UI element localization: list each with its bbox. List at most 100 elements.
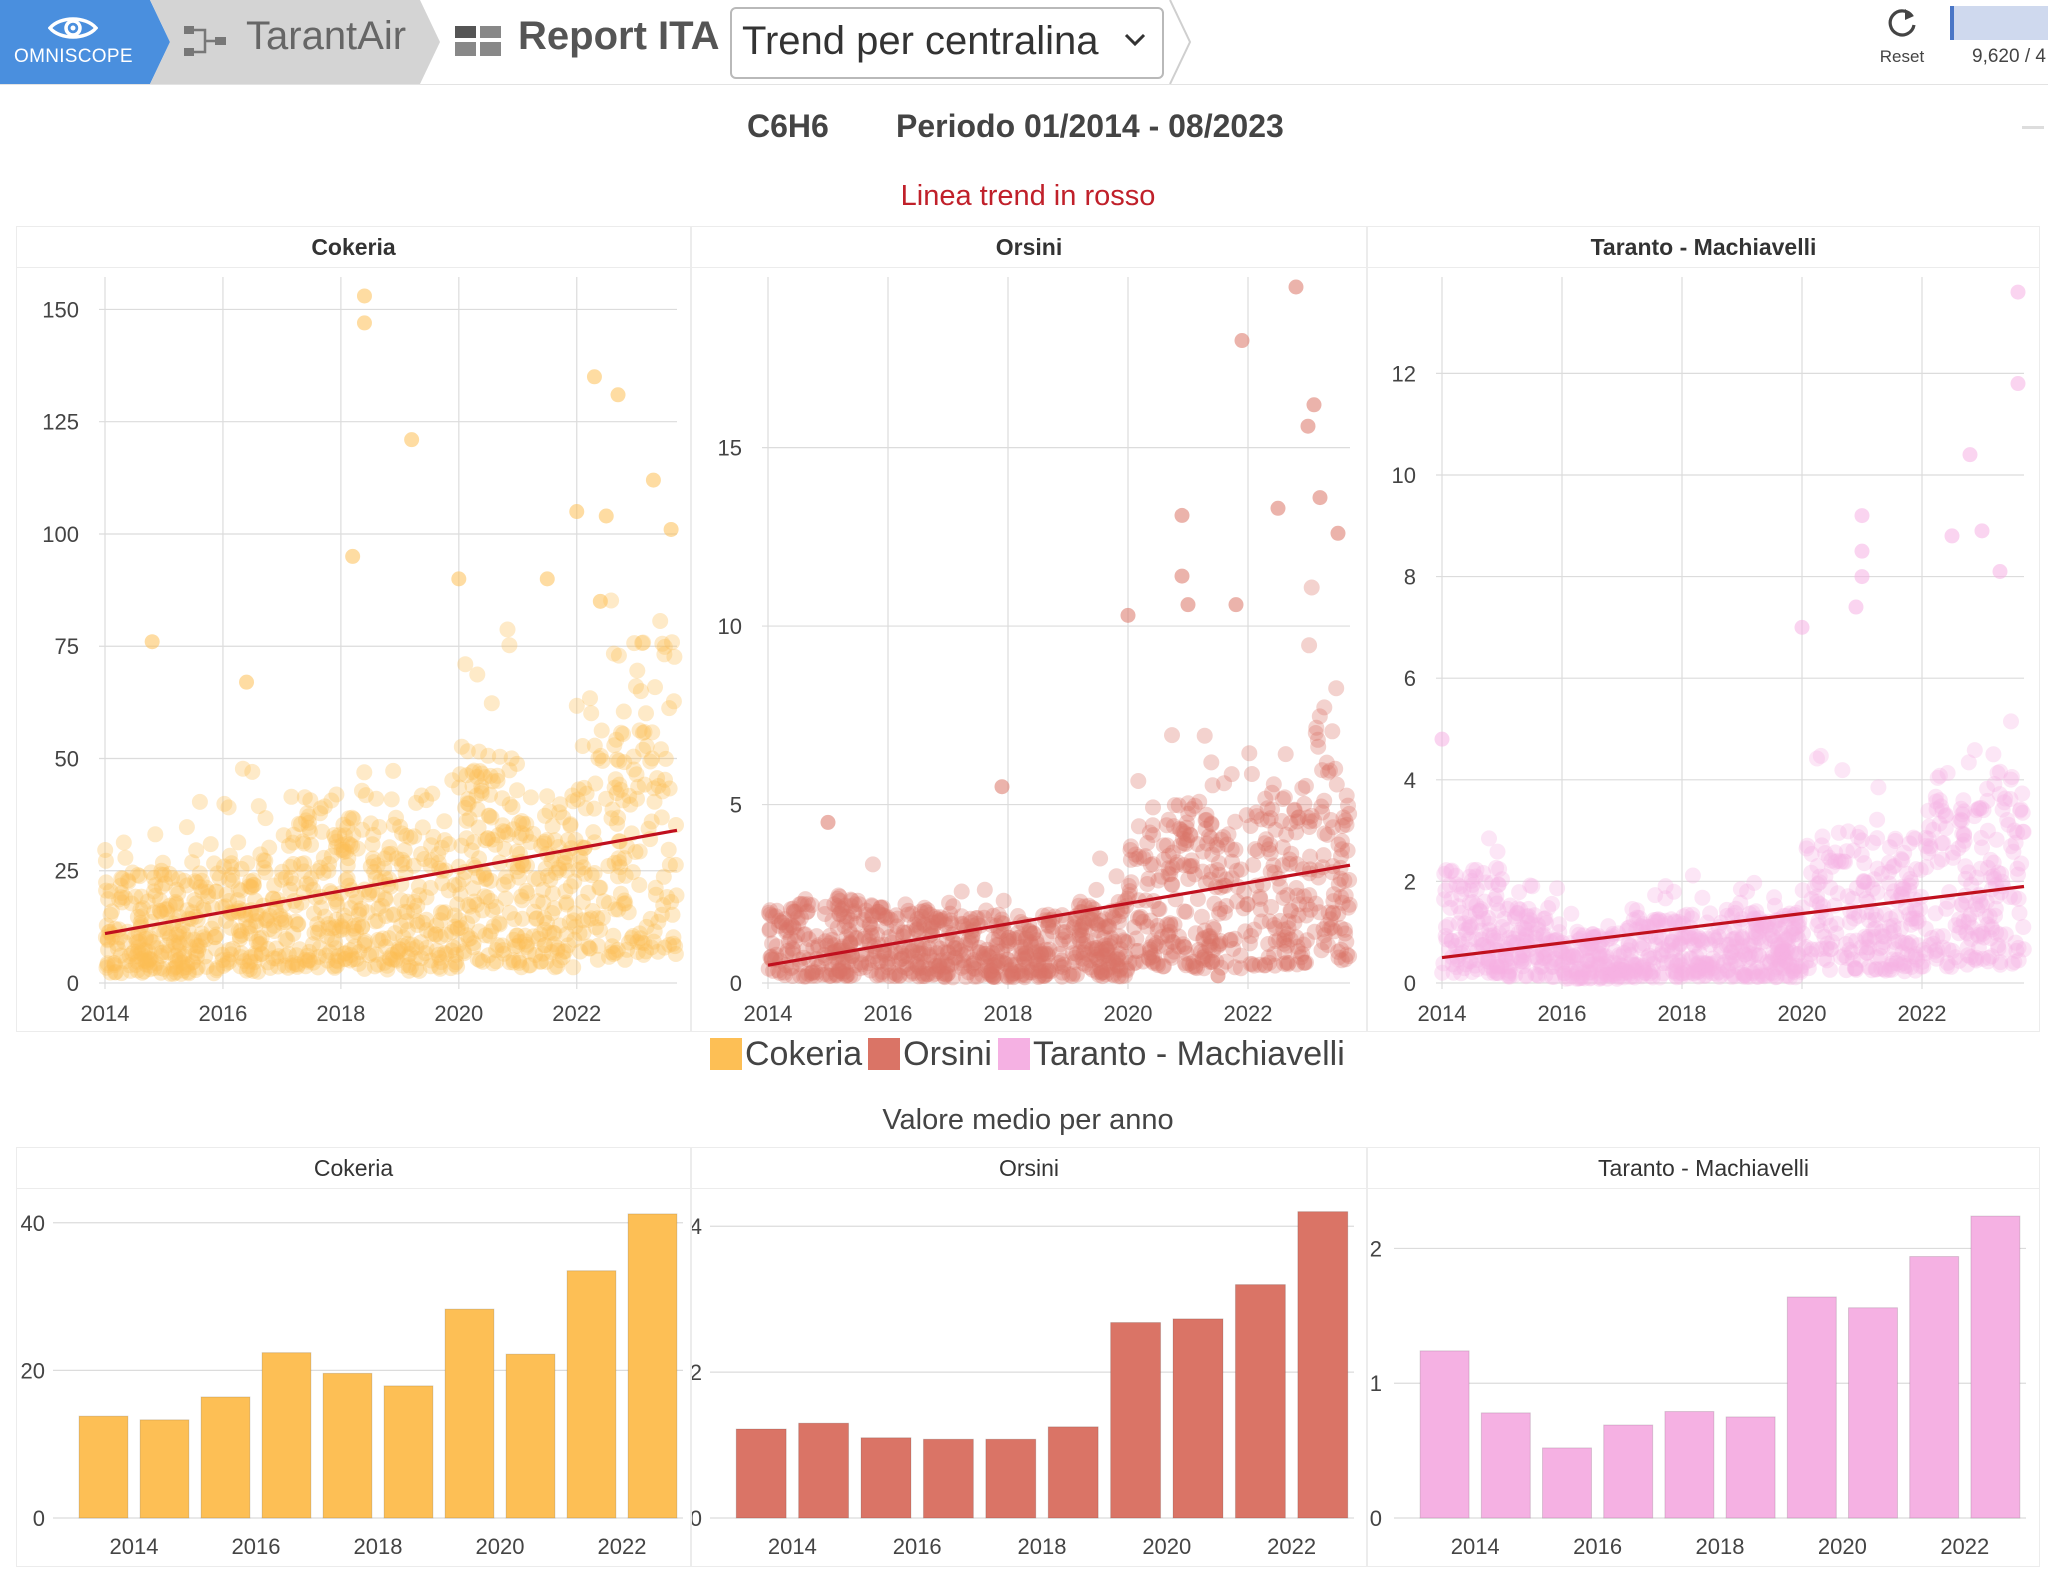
scatter-point <box>541 924 558 941</box>
scatter-point <box>239 919 256 936</box>
scatter-point <box>977 962 994 979</box>
scatter-point <box>1920 844 1937 861</box>
scatter-point <box>1968 949 1985 966</box>
x-tick-label: 2018 <box>1018 1534 1067 1559</box>
scatter-point <box>191 938 208 955</box>
scatter-point <box>127 957 144 973</box>
scatter-point <box>1741 960 1758 977</box>
scatter-point <box>1959 939 1976 956</box>
scatter-point <box>113 889 130 906</box>
scatter-point <box>1109 956 1125 973</box>
scatter-point <box>1259 800 1276 817</box>
scatter-point <box>367 913 384 930</box>
scatter-point <box>919 902 936 918</box>
scatter-point <box>533 838 550 855</box>
minimize-handle[interactable] <box>2022 126 2044 129</box>
scatter-point <box>1737 967 1754 984</box>
scatter-point <box>392 818 409 835</box>
scatter-point <box>1956 826 1973 843</box>
scatter-point <box>615 895 632 912</box>
scatter-point <box>1896 958 1913 975</box>
scatter-point <box>1535 949 1552 966</box>
scatter-point <box>128 933 145 950</box>
scatter-point <box>1015 956 1032 973</box>
scatter-point <box>360 886 377 903</box>
scatter-point <box>1145 856 1162 873</box>
scatter-point <box>1787 969 1804 986</box>
scatter-point <box>1031 963 1047 979</box>
scatter-point <box>952 942 969 959</box>
scatter-point <box>458 830 475 847</box>
scatter-point <box>1321 920 1338 937</box>
legend-item-machiavelli[interactable]: Taranto - Machiavelli <box>997 1035 1345 1074</box>
legend-item-orsini[interactable]: Orsini <box>868 1035 992 1074</box>
scatter-point <box>1622 968 1639 985</box>
scatter-point <box>1028 932 1045 949</box>
scatter-point <box>1162 917 1179 934</box>
brand-logo[interactable]: OMNISCOPE <box>0 0 170 84</box>
scatter-point <box>1198 806 1215 823</box>
scatter-point <box>151 902 168 919</box>
scatter-point <box>1306 397 1322 413</box>
scatter-point <box>193 925 210 942</box>
scatter-point <box>1527 930 1544 947</box>
scatter-point <box>310 924 326 941</box>
scatter-point <box>1480 953 1497 970</box>
scatter-point <box>342 947 359 963</box>
scatter-point <box>1527 949 1544 966</box>
scatter-point <box>1051 946 1068 962</box>
view-select[interactable]: Trend per centralina <box>730 7 1164 79</box>
scatter-point <box>192 879 209 896</box>
scatter-point <box>592 593 608 609</box>
scatter-point <box>290 956 307 973</box>
scatter-point <box>789 909 806 926</box>
scatter-point <box>1899 946 1916 963</box>
scatter-point <box>509 843 526 860</box>
scatter-point <box>1848 599 1864 615</box>
scatter-point <box>465 880 482 897</box>
record-filter-bar[interactable] <box>1950 6 2048 40</box>
scatter-point <box>846 903 863 920</box>
scatter-point <box>870 903 887 920</box>
scatter-point <box>178 959 195 976</box>
breadcrumb-project[interactable]: TarantAir <box>150 0 440 84</box>
scatter-point <box>1785 961 1802 978</box>
scatter-point <box>1088 881 1105 898</box>
scatter-point <box>1928 793 1945 810</box>
scatter-point <box>327 940 344 957</box>
scatter-point <box>1546 968 1563 985</box>
bar <box>1909 1256 1960 1519</box>
scatter-point <box>327 830 344 846</box>
scatter-point <box>423 837 440 854</box>
scatter-point <box>1931 815 1948 832</box>
scatter-point <box>1842 932 1859 949</box>
scatter-point <box>1868 961 1885 978</box>
scatter-point <box>1591 948 1608 965</box>
reset-button[interactable]: Reset <box>1872 6 1932 76</box>
scatter-point <box>1498 951 1515 968</box>
scatter-point <box>1818 940 1835 957</box>
scatter-point <box>1457 956 1474 973</box>
scatter-point <box>1461 868 1478 885</box>
scatter-point <box>413 787 430 804</box>
scatter-point <box>1903 958 1920 975</box>
scatter-point <box>2006 889 2023 906</box>
scatter-point <box>1810 913 1827 929</box>
scatter-point <box>171 924 188 941</box>
scatter-point <box>1120 877 1137 894</box>
legend-item-cokeria[interactable]: Cokeria <box>710 1035 862 1074</box>
scatter-point <box>320 920 337 936</box>
scatter-point <box>1074 950 1091 967</box>
scatter-point <box>1279 956 1296 973</box>
scatter-point <box>186 892 203 909</box>
bar <box>1603 1424 1654 1519</box>
scatter-point <box>2009 860 2026 877</box>
scatter-point <box>886 968 903 985</box>
scatter-point <box>1917 920 1934 937</box>
